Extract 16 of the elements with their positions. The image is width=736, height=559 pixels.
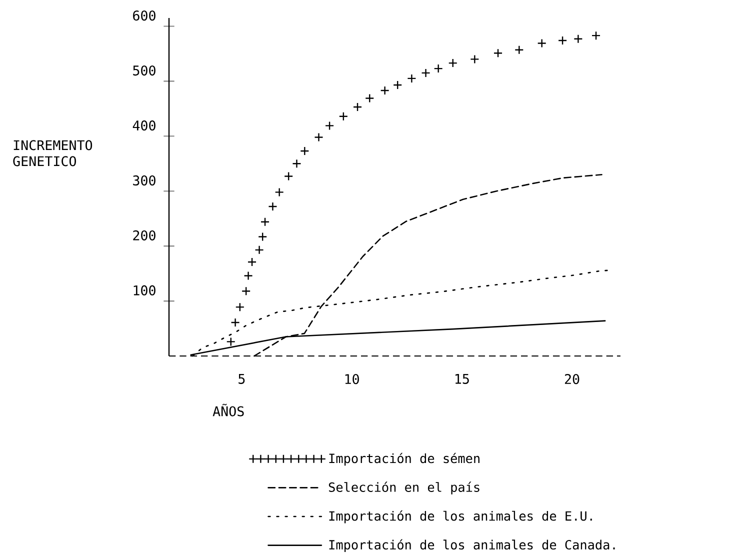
y-tick-label: 100 — [134, 285, 156, 296]
x-tick-label: 15 — [455, 374, 469, 384]
y-tick-label: 300 — [133, 175, 156, 186]
x-tick-label: 20 — [564, 374, 580, 384]
y-axis-title: INCREMENTO GENETICO — [13, 140, 92, 166]
x-tick-label: 5 — [238, 374, 245, 384]
legend-label: Importación de sémen — [329, 452, 480, 466]
x-axis-title: AÑOS — [212, 404, 244, 416]
legend-label: Importación de los animales de Canada. — [329, 539, 615, 552]
y-tick-label: 600 — [133, 10, 156, 21]
x-tick-label: 10 — [345, 374, 359, 384]
y-tick-label: 200 — [133, 230, 156, 240]
y-tick-label: 400 — [132, 120, 156, 131]
legend-label: Selección en el país — [328, 482, 480, 494]
legend-label: Importación de los animales de E.U. — [329, 510, 592, 524]
y-tick-label: 500 — [133, 65, 156, 76]
